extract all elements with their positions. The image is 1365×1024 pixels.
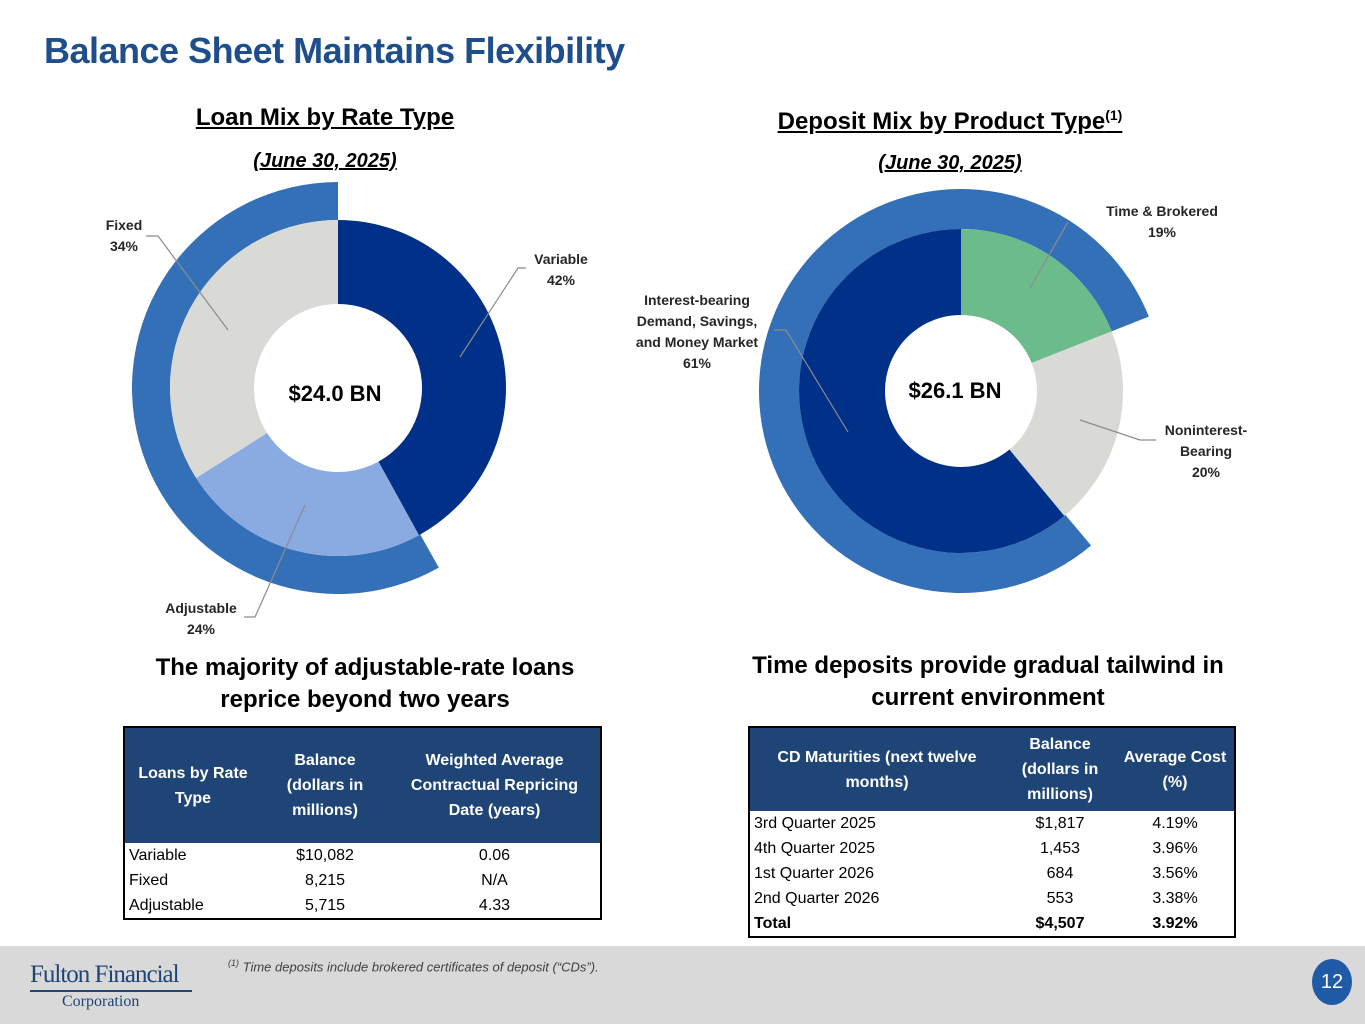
loan-table-header-repricing: Weighted Average Contractual Repricing D… <box>389 727 601 843</box>
noninterest-pct: 20% <box>1192 464 1221 480</box>
loan-table-header-balance: Balance (dollars in millions) <box>261 727 389 843</box>
loan-table-header-type: Loans by Rate Type <box>124 727 261 843</box>
table-row: Fixed 8,215 N/A <box>124 868 601 893</box>
cd-row-quarter: 1st Quarter 2026 <box>754 865 875 882</box>
loan-chart-title: Loan Mix by Rate Type <box>195 104 455 131</box>
loan-rate-table: Loans by Rate Type Balance (dollars in m… <box>123 726 602 920</box>
cd-table-header-balance: Balance (dollars in millions) <box>1004 727 1116 811</box>
deposit-donut-chart: $26.1 BN Time & Brokered 19% Noninterest… <box>636 188 1248 594</box>
cd-row-cost: 3.38% <box>1152 890 1198 907</box>
loan-row-type: Fixed <box>129 872 169 889</box>
loan-center-label: $24.0 BN <box>289 381 382 406</box>
cd-row-cost: 3.56% <box>1152 865 1198 882</box>
loan-slice-variable <box>338 220 507 536</box>
loan-slice-fixed <box>170 220 338 479</box>
fixed-label: Fixed <box>106 217 143 233</box>
company-logo-rule <box>30 990 192 992</box>
cd-table-header-maturities: CD Maturities (next twelve months) <box>749 727 1004 811</box>
table-row: 4th Quarter 2025 1,453 3.96% <box>749 836 1235 861</box>
fixed-leader-line <box>146 235 229 331</box>
cd-total-cost: 3.92% <box>1152 915 1198 932</box>
cd-table-heading-line2: current environment <box>871 684 1105 711</box>
cd-maturities-table: CD Maturities (next twelve months) Balan… <box>748 726 1236 938</box>
cd-total-label: Total <box>754 915 792 932</box>
adjustable-label: Adjustable <box>165 600 237 616</box>
loan-outer-ring <box>131 182 439 594</box>
page-number: 12 <box>1312 959 1352 1005</box>
deposit-slice-noninterest-bearing <box>1009 331 1123 516</box>
page-title: Balance Sheet Maintains Flexibility <box>44 30 625 71</box>
interest-bearing-label-line3: and Money Market <box>636 334 758 350</box>
cd-total-balance: $4,507 <box>1035 915 1085 932</box>
time-leader-line <box>1029 221 1069 289</box>
loan-row-balance: 5,715 <box>304 897 346 914</box>
deposit-chart-title: Deposit Mix by Product Type(1) <box>777 107 1123 135</box>
time-brokered-pct: 19% <box>1148 224 1177 240</box>
loan-row-repricing: 0.06 <box>478 847 511 864</box>
interest-bearing-label-line2: Demand, Savings, <box>637 313 758 329</box>
time-brokered-label: Time & Brokered <box>1106 203 1218 219</box>
cd-row-cost: 4.19% <box>1152 815 1198 832</box>
table-total-row: Total $4,507 3.92% <box>749 911 1235 937</box>
table-row: 1st Quarter 2026 684 3.56% <box>749 861 1235 886</box>
deposit-center-label: $26.1 BN <box>909 378 1002 403</box>
cd-row-balance: 553 <box>1046 890 1074 907</box>
cd-table-header-cost: Average Cost (%) <box>1116 727 1235 811</box>
noninterest-label-line2: Bearing <box>1180 443 1232 459</box>
cd-row-quarter: 2nd Quarter 2026 <box>754 890 880 907</box>
loan-row-balance: 8,215 <box>304 872 346 889</box>
loan-donut-chart: $24.0 BN Variable 42% Adjustable 24% Fix… <box>106 182 588 637</box>
adjustable-leader-line <box>244 504 306 618</box>
variable-pct: 42% <box>547 272 576 288</box>
adjustable-pct: 24% <box>187 621 216 637</box>
loan-row-type: Adjustable <box>129 897 204 914</box>
cd-row-balance: 684 <box>1046 865 1074 882</box>
company-logo-name: Fulton Financial <box>30 961 180 988</box>
loan-row-repricing: N/A <box>481 872 508 889</box>
table-row: 3rd Quarter 2025 $1,817 4.19% <box>749 811 1235 836</box>
cd-table-heading: Time deposits provide gradual tailwind i… <box>700 650 1276 714</box>
loan-table-heading: The majority of adjustable-rate loans re… <box>100 652 630 716</box>
loan-chart-date: (June 30, 2025) <box>253 150 397 172</box>
interest-bearing-pct: 61% <box>683 355 712 371</box>
deposit-slice-time-brokered <box>961 229 1112 364</box>
cd-row-balance: $1,817 <box>1035 815 1085 832</box>
table-row: Adjustable 5,715 4.33 <box>124 893 601 919</box>
cd-table-heading-line1: Time deposits provide gradual tailwind i… <box>752 652 1224 679</box>
deposit-chart-date: (June 30, 2025) <box>878 152 1022 174</box>
footer-bar <box>0 946 1365 1024</box>
noninterest-leader-line <box>1079 419 1156 441</box>
company-logo-subtitle: Corporation <box>62 993 140 1010</box>
interest-bearing-label-line1: Interest-bearing <box>644 292 750 308</box>
cd-row-cost: 3.96% <box>1152 840 1198 857</box>
loan-row-repricing: 4.33 <box>478 897 511 914</box>
table-row: 2nd Quarter 2026 553 3.38% <box>749 886 1235 911</box>
footnote: (1) Time deposits include brokered certi… <box>228 958 599 975</box>
cd-row-quarter: 3rd Quarter 2025 <box>754 815 876 832</box>
noninterest-label-line1: Noninterest- <box>1165 422 1248 438</box>
fixed-pct: 34% <box>110 238 139 254</box>
table-row: Variable $10,082 0.06 <box>124 843 601 868</box>
deposit-slice-interest-bearing <box>798 229 1065 553</box>
loan-row-type: Variable <box>129 847 187 864</box>
interest-bearing-leader-line <box>774 329 849 433</box>
loan-table-heading-line2: reprice beyond two years <box>220 686 510 713</box>
cd-row-quarter: 4th Quarter 2025 <box>754 840 875 857</box>
loan-row-balance: $10,082 <box>296 847 354 864</box>
variable-label: Variable <box>534 251 588 267</box>
loan-table-heading-line1: The majority of adjustable-rate loans <box>155 654 575 681</box>
cd-row-balance: 1,453 <box>1039 840 1081 857</box>
loan-slice-adjustable <box>196 433 419 556</box>
variable-leader-line <box>459 267 526 358</box>
